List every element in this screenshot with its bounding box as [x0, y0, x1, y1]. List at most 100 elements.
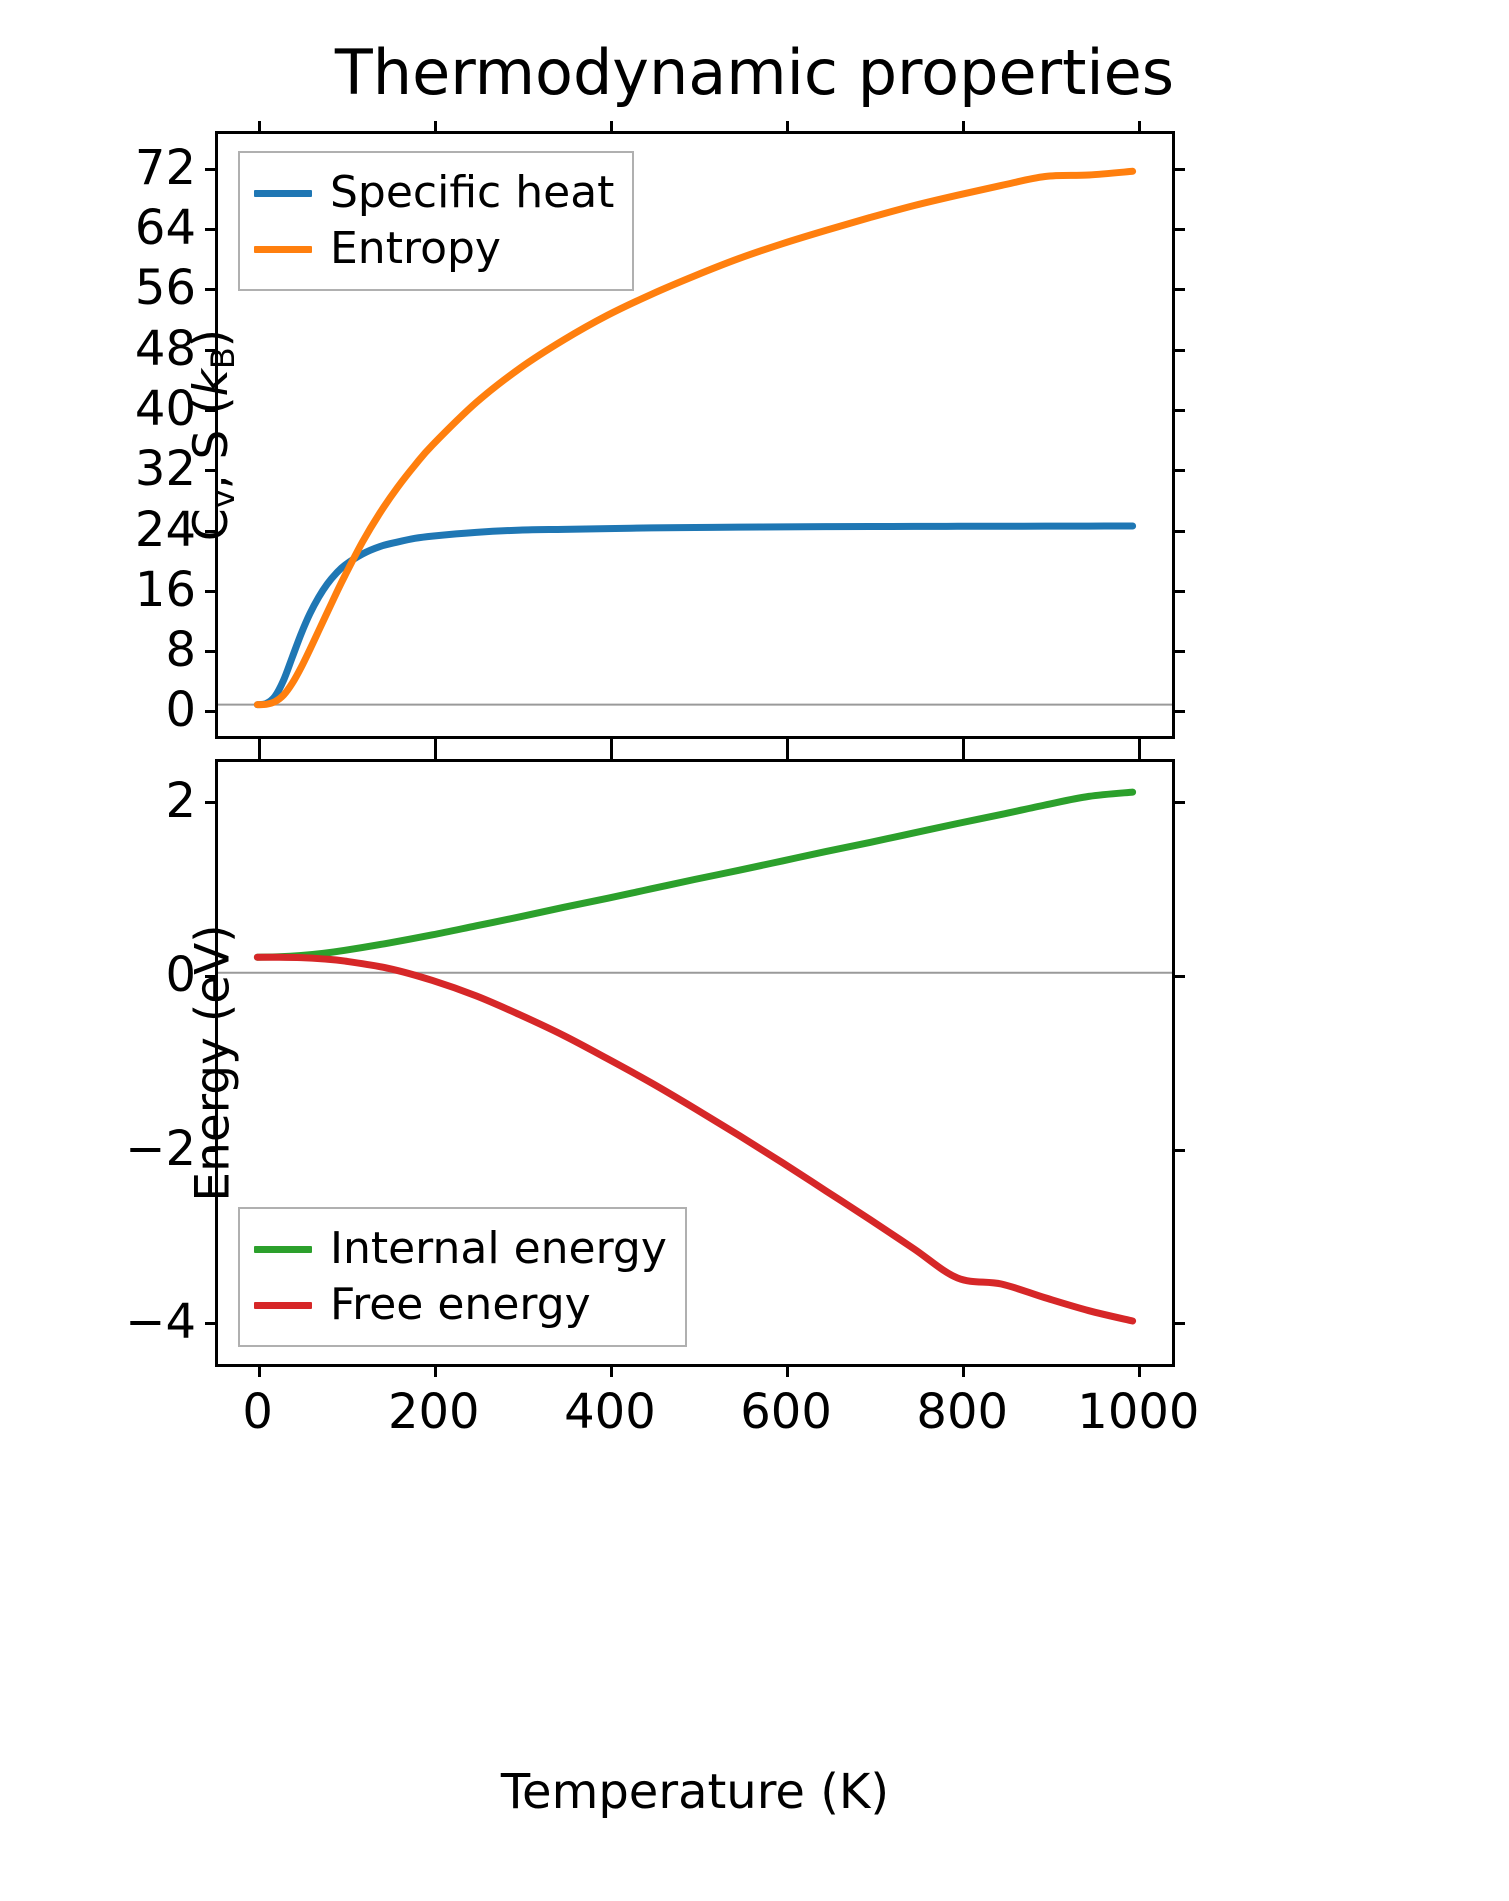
legend-line-icon-entropy	[254, 245, 312, 253]
x-axis-title: Temperature (K)	[500, 1764, 890, 1820]
legend-label: Entropy	[330, 223, 501, 274]
legend-label: Free energy	[330, 1279, 591, 1330]
y-tick-label: 24	[134, 501, 196, 558]
y-tick-label: 2	[165, 773, 196, 830]
y-tick-mark	[205, 1322, 218, 1326]
x-tick-label: 0	[242, 1384, 273, 1440]
y-tick-mark	[205, 650, 218, 654]
legend-item[interactable]: Entropy	[254, 221, 614, 277]
y-tick-mark-right	[1172, 408, 1185, 412]
y-tick-mark-right	[1172, 801, 1185, 805]
y-tick-mark-right	[1172, 1148, 1185, 1152]
y-tick-mark	[205, 469, 218, 473]
x-tick-mark-top	[433, 121, 437, 134]
x-tick-mark	[1138, 1364, 1142, 1377]
x-tick-mark	[609, 1364, 613, 1377]
x-tick-mark	[786, 1364, 790, 1377]
data-line-entropy	[257, 171, 1132, 704]
legend-label: Specific heat	[330, 167, 615, 218]
y-tick-mark	[205, 348, 218, 352]
x-tick-mark	[962, 736, 966, 749]
plot-area-top	[218, 134, 1172, 736]
y-tick-mark	[205, 589, 218, 593]
x-tick-mark	[433, 1364, 437, 1377]
x-tick-mark-top	[433, 749, 437, 762]
y-tick-mark-right	[1172, 228, 1185, 232]
y-tick-mark-right	[1172, 348, 1185, 352]
y-tick-mark	[205, 529, 218, 533]
x-tick-mark-top	[1138, 749, 1142, 762]
x-tick-mark	[433, 736, 437, 749]
x-tick-mark	[1138, 736, 1142, 749]
x-tick-label: 600	[740, 1384, 832, 1440]
y-tick-mark	[205, 408, 218, 412]
legend-item[interactable]: Internal energy	[254, 1221, 667, 1277]
y-tick-mark-right	[1172, 650, 1185, 654]
y-tick-mark	[205, 710, 218, 714]
y-tick-label: 0	[165, 682, 196, 739]
y-tick-label: 32	[134, 441, 196, 498]
x-tick-mark-top	[1138, 121, 1142, 134]
x-tick-label: 1000	[1077, 1384, 1200, 1440]
y-axis-title-bottom: Energy (eV)	[186, 783, 241, 1343]
x-tick-mark	[609, 736, 613, 749]
x-tick-label: 800	[916, 1384, 1009, 1440]
legend-top: Specific heat Entropy	[238, 151, 635, 291]
y-tick-label: 64	[134, 200, 196, 257]
x-tick-mark-top	[962, 749, 966, 762]
y-tick-mark-right	[1172, 469, 1185, 473]
legend-item[interactable]: Specific heat	[254, 165, 614, 221]
x-tick-mark-top	[609, 749, 613, 762]
y-tick-mark	[205, 288, 218, 292]
x-tick-mark-top	[786, 749, 790, 762]
legend-line-icon-internal-energy	[254, 1245, 312, 1253]
y-tick-label: 0	[165, 946, 196, 1003]
y-tick-mark	[205, 228, 218, 232]
y-tick-mark-right	[1172, 974, 1185, 978]
x-tick-mark	[962, 1364, 966, 1377]
axes-top-panel: Cv, S (kB) 0 8 16 24 32 40 48 56 64 72 Specific h…	[135, 121, 1185, 749]
x-tick-mark-top	[257, 749, 261, 762]
x-tick-mark-top	[962, 121, 966, 134]
y-tick-mark-right	[1172, 167, 1185, 171]
y-tick-mark-right	[1172, 710, 1185, 714]
y-tick-label: 72	[134, 139, 196, 196]
figure-title: Thermodynamic properties	[334, 36, 1175, 109]
y-tick-mark	[205, 974, 218, 978]
y-tick-mark-right	[1172, 1322, 1185, 1326]
data-line-internal-energy	[257, 792, 1132, 957]
y-tick-mark	[205, 167, 218, 171]
plot-area-bottom	[218, 762, 1172, 1364]
x-tick-mark	[257, 736, 261, 749]
y-tick-mark	[205, 801, 218, 805]
x-tick-mark-top	[786, 121, 790, 134]
x-tick-mark-top	[257, 121, 261, 134]
y-tick-label: 56	[134, 260, 196, 317]
y-tick-mark-right	[1172, 288, 1185, 292]
data-line-specific-heat	[257, 526, 1132, 705]
y-tick-mark	[205, 1148, 218, 1152]
x-tick-mark-top	[609, 121, 613, 134]
axes-bottom-panel: Energy (eV) −4 −2 0 2 0 200 400 600 800 1000 Int…	[125, 749, 1199, 1440]
x-tick-label: 200	[387, 1384, 480, 1440]
y-tick-label: 8	[165, 622, 196, 679]
x-tick-mark	[786, 736, 790, 749]
legend-item[interactable]: Free energy	[254, 1277, 667, 1333]
y-tick-mark-right	[1172, 529, 1185, 533]
y-tick-label: 40	[134, 380, 196, 437]
x-tick-mark	[257, 1364, 261, 1377]
plot-lines-bottom	[218, 762, 1172, 1364]
y-tick-label: 16	[134, 561, 196, 618]
legend-line-icon-specific-heat	[254, 189, 312, 197]
y-tick-label: 48	[134, 320, 196, 377]
legend-label: Internal energy	[330, 1223, 667, 1274]
legend-bottom: Internal energy Free energy	[238, 1207, 687, 1347]
y-tick-mark-right	[1172, 589, 1185, 593]
legend-line-icon-free-energy	[254, 1301, 312, 1309]
y-tick-label: −2	[125, 1120, 196, 1177]
data-line-free-energy	[257, 957, 1132, 1321]
plot-lines-top	[218, 134, 1172, 736]
x-tick-label: 400	[564, 1384, 656, 1440]
y-tick-label: −4	[125, 1294, 196, 1351]
